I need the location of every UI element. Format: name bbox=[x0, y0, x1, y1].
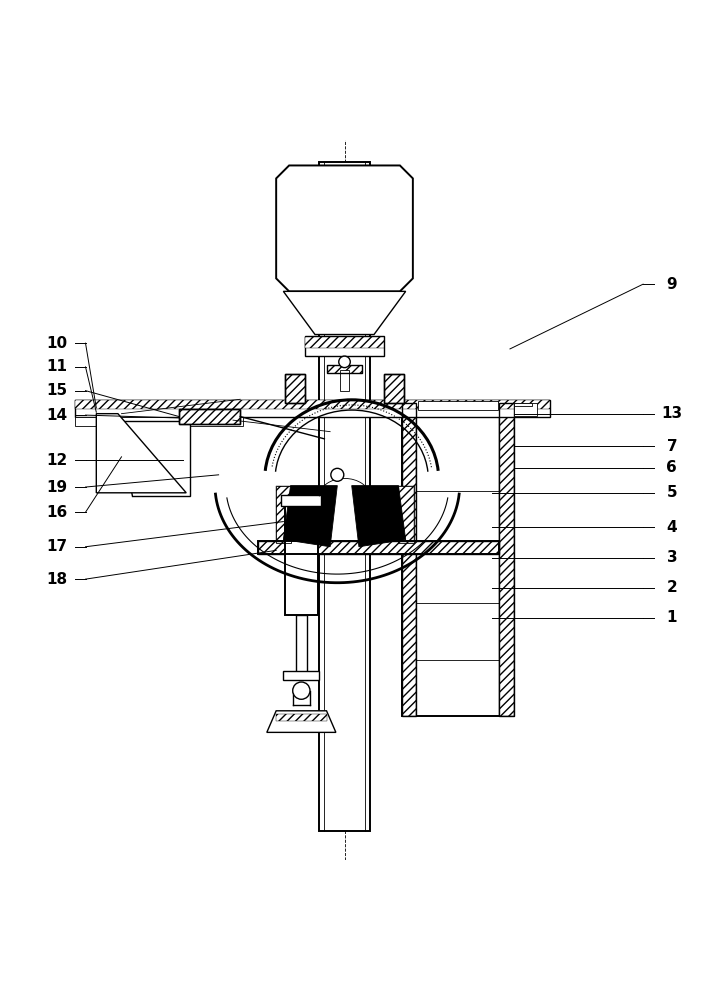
Bar bbox=[399, 486, 414, 543]
Bar bbox=[276, 486, 291, 543]
Polygon shape bbox=[352, 486, 406, 547]
Text: 17: 17 bbox=[46, 539, 67, 554]
Polygon shape bbox=[283, 291, 406, 335]
Bar bbox=[179, 409, 240, 424]
Text: 4: 4 bbox=[666, 520, 677, 535]
Bar bbox=[399, 486, 414, 543]
Text: 18: 18 bbox=[46, 572, 67, 587]
Bar bbox=[296, 615, 307, 673]
Polygon shape bbox=[118, 421, 190, 496]
Bar bbox=[258, 541, 500, 554]
Text: 5: 5 bbox=[666, 485, 677, 500]
Text: 12: 12 bbox=[46, 453, 67, 468]
Bar bbox=[402, 403, 513, 716]
Bar bbox=[258, 541, 500, 554]
Text: 13: 13 bbox=[661, 406, 682, 421]
Polygon shape bbox=[283, 486, 337, 547]
Circle shape bbox=[339, 356, 350, 368]
Bar bbox=[75, 400, 550, 409]
Text: 6: 6 bbox=[666, 460, 677, 475]
Bar bbox=[75, 400, 550, 417]
Bar bbox=[500, 403, 513, 716]
Bar bbox=[318, 162, 370, 831]
Text: 1: 1 bbox=[666, 610, 677, 625]
Bar bbox=[305, 337, 384, 348]
Polygon shape bbox=[276, 165, 413, 291]
Bar bbox=[384, 374, 405, 403]
Bar bbox=[285, 500, 318, 615]
Bar bbox=[179, 409, 240, 424]
Bar bbox=[513, 403, 531, 406]
Bar bbox=[384, 374, 405, 403]
Bar bbox=[285, 374, 305, 403]
Text: 9: 9 bbox=[666, 277, 677, 292]
Text: 11: 11 bbox=[46, 359, 67, 374]
Bar bbox=[500, 403, 513, 716]
Text: 7: 7 bbox=[666, 439, 677, 454]
Text: 2: 2 bbox=[666, 580, 677, 595]
Polygon shape bbox=[96, 414, 186, 493]
Circle shape bbox=[331, 468, 344, 481]
Bar bbox=[283, 671, 319, 680]
Bar bbox=[281, 495, 321, 506]
Bar bbox=[402, 403, 416, 716]
Bar bbox=[340, 370, 349, 391]
Text: 15: 15 bbox=[46, 383, 67, 398]
Bar bbox=[513, 403, 536, 416]
Bar bbox=[75, 417, 244, 426]
Bar bbox=[285, 374, 305, 403]
Bar bbox=[327, 365, 362, 373]
Text: 10: 10 bbox=[46, 336, 67, 351]
Bar bbox=[327, 365, 362, 373]
Text: 3: 3 bbox=[666, 550, 677, 565]
Bar bbox=[276, 486, 291, 543]
Bar bbox=[402, 403, 416, 716]
Text: 19: 19 bbox=[46, 480, 67, 495]
Text: 14: 14 bbox=[46, 408, 67, 423]
Circle shape bbox=[293, 682, 310, 699]
Text: 16: 16 bbox=[46, 505, 67, 520]
Bar bbox=[418, 401, 498, 410]
Bar bbox=[305, 336, 384, 356]
Polygon shape bbox=[267, 711, 336, 732]
Bar bbox=[276, 714, 326, 721]
